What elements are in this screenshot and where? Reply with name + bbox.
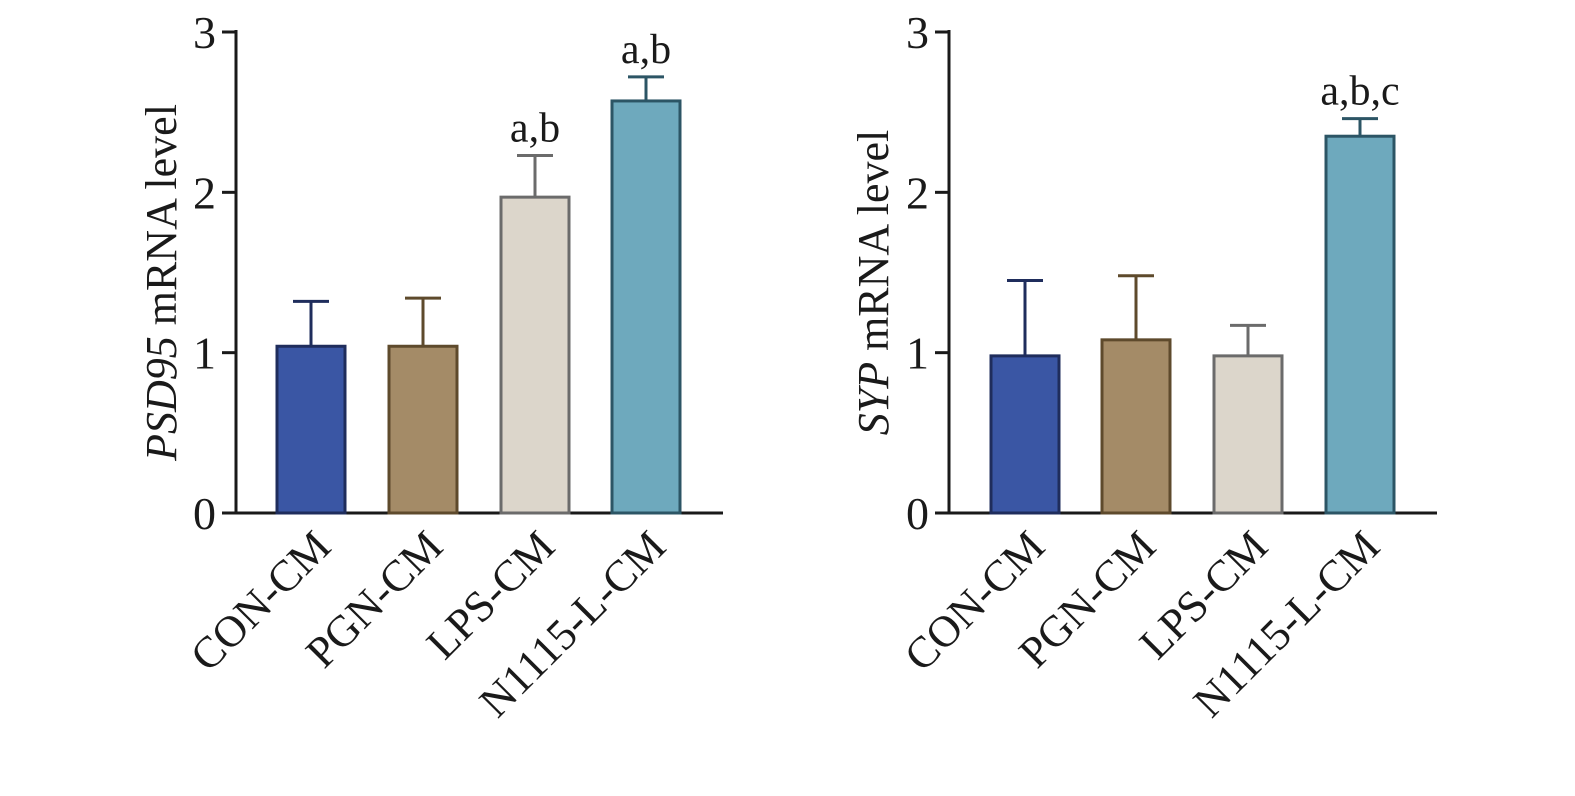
y-tick-label: 3 <box>906 7 929 58</box>
y-tick-label: 1 <box>193 328 216 379</box>
y-axis-label-rest: mRNA level <box>137 104 186 336</box>
bar-n1115-l-cm <box>610 99 682 515</box>
bar-con-cm <box>275 344 347 515</box>
significance-label: a,b <box>510 105 560 151</box>
y-axis-label: SYP mRNA level <box>849 130 898 436</box>
y-tick-label: 0 <box>906 488 929 539</box>
y-axis-label-gene: SYP <box>849 362 898 435</box>
y-axis-label-rest: mRNA level <box>849 130 898 362</box>
y-tick-label: 1 <box>906 328 929 379</box>
bar-pgn-cm <box>1100 338 1172 515</box>
bar-lps-cm <box>1212 354 1284 515</box>
y-tick-label: 2 <box>193 167 216 218</box>
y-axis-label-gene: PSD95 <box>137 336 186 462</box>
bar-lps-cm <box>499 195 571 515</box>
bar-pgn-cm <box>387 344 459 515</box>
y-tick-label: 0 <box>193 488 216 539</box>
significance-label: a,b,c <box>1320 69 1399 115</box>
y-tick-label: 2 <box>906 167 929 218</box>
significance-label: a,b <box>621 27 671 73</box>
y-tick-label: 3 <box>193 7 216 58</box>
y-axis-label: PSD95 mRNA level <box>137 104 186 462</box>
bar-con-cm <box>989 354 1061 515</box>
bar-n1115-l-cm <box>1324 134 1396 515</box>
